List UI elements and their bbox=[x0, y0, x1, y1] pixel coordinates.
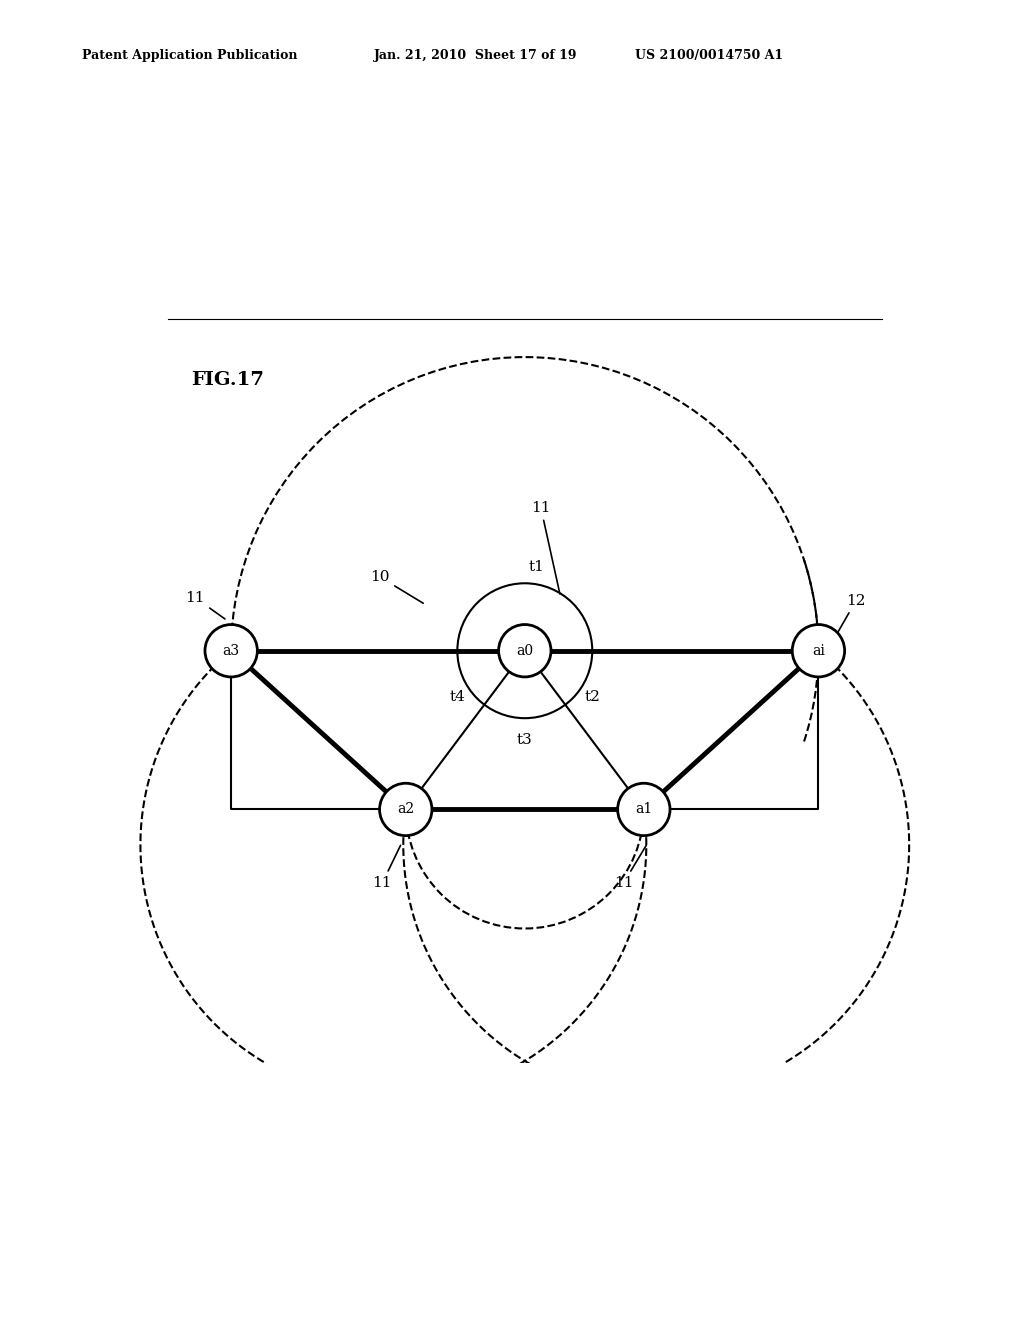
Text: ai: ai bbox=[812, 644, 825, 657]
Text: 11: 11 bbox=[531, 500, 560, 594]
Text: 12: 12 bbox=[835, 594, 865, 639]
Text: 11: 11 bbox=[613, 845, 646, 890]
Text: 11: 11 bbox=[373, 845, 400, 890]
Text: a1: a1 bbox=[635, 803, 652, 817]
Text: t4: t4 bbox=[450, 690, 465, 704]
Circle shape bbox=[793, 624, 845, 677]
Text: a0: a0 bbox=[516, 644, 534, 657]
Circle shape bbox=[617, 783, 670, 836]
Text: t2: t2 bbox=[585, 690, 600, 704]
Text: a3: a3 bbox=[222, 644, 240, 657]
Text: Patent Application Publication: Patent Application Publication bbox=[82, 49, 297, 62]
Circle shape bbox=[499, 624, 551, 677]
Text: Jan. 21, 2010  Sheet 17 of 19: Jan. 21, 2010 Sheet 17 of 19 bbox=[374, 49, 578, 62]
Text: US 2100/0014750 A1: US 2100/0014750 A1 bbox=[635, 49, 783, 62]
Text: t1: t1 bbox=[528, 561, 545, 574]
Circle shape bbox=[205, 624, 257, 677]
Text: 10: 10 bbox=[370, 570, 423, 603]
Text: 11: 11 bbox=[185, 590, 225, 619]
Text: t3: t3 bbox=[517, 733, 532, 747]
Text: a2: a2 bbox=[397, 803, 415, 817]
Text: FIG.17: FIG.17 bbox=[191, 371, 264, 389]
Circle shape bbox=[380, 783, 432, 836]
